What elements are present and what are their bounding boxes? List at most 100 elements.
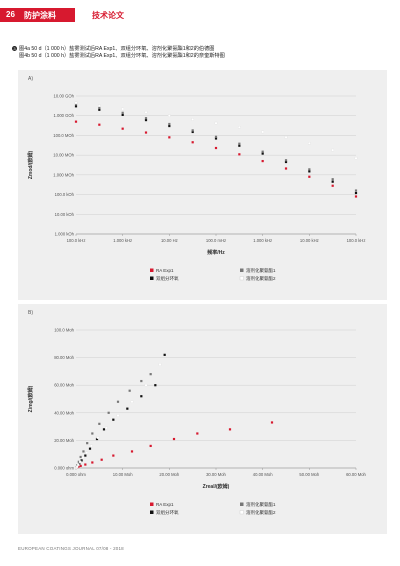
data-point-series-4 [168,114,171,117]
x-tick-label: 60.00 Moh [346,472,366,477]
caption-line-1: 图4a 50 d（1 000 h）盐雾测试后RA Exp1、双组分环氧、溶剂化聚… [19,46,215,52]
y-axis-label: Zimg/(欧姆) [27,385,34,412]
data-point-series-1 [74,120,78,123]
legend-swatch [150,502,154,506]
data-point-series-3 [261,150,264,153]
x-tick-label: 30.00 Moh [206,472,226,477]
data-point-series-2 [284,160,288,164]
data-point-series-3 [82,450,85,453]
data-point-series-2 [140,395,143,398]
data-point-series-4 [308,142,311,145]
y-tick-label: 10.00 MOh [53,153,74,158]
legend-swatch [239,510,244,515]
data-point-series-1 [84,463,87,466]
data-point-series-2 [102,428,106,431]
data-point-series-3 [168,122,171,126]
data-point-series-4 [331,148,334,152]
data-point-series-1 [191,141,194,144]
bode-plot-panel: A) 1.000 kOh 10.00 kOh 100.0 kOh 1.000 MOh 1… [18,70,387,300]
data-point-series-2 [214,137,218,140]
y-tick-label: 10.00 kOh [55,212,75,217]
x-tick-label: 40.00 Moh [253,472,273,477]
x-tick-label: 10.00 kHz [300,238,319,243]
data-point-series-3 [107,411,110,414]
data-point-series-3 [284,159,288,162]
data-point-series-3 [140,379,143,383]
data-point-series-4 [261,130,264,134]
x-tick-label: 0.000 ohm [66,472,86,477]
data-point-series-2 [154,384,157,387]
x-axis-label: Zreal/(欧姆) [203,483,230,490]
data-point-series-3 [128,389,131,392]
data-point-series-3 [214,135,218,138]
data-point-series-2 [74,105,78,108]
legend-label: RA Exp1 [156,502,174,507]
section-title: 防护涂料 [24,11,56,20]
data-point-series-1 [144,131,148,134]
page-number: 26 [6,10,15,19]
data-point-series-1 [130,450,134,453]
data-point-series-4 [96,436,100,439]
x-tick-label: 1.000 kHz [253,238,272,243]
data-point-series-1 [149,444,152,448]
caption-line-2: 图4b 50 d（1 000 h）盐雾测试后RA Exp1、双组分环氧、溶剂化聚… [19,53,225,59]
panel-label-a: A) [28,76,33,82]
data-point-series-3 [308,168,311,171]
x-tick-label: 1.000 kHz [113,238,132,243]
data-point-series-2 [168,124,171,128]
data-point-series-2 [261,152,264,155]
y-tick-label: 100.0 MOh [53,133,74,138]
data-point-series-2 [98,108,101,111]
data-point-series-1 [79,464,82,468]
data-point-series-1 [121,127,124,130]
legend-swatch [150,268,154,272]
data-point-series-1 [284,167,288,170]
data-point-series-1 [112,454,115,457]
x-axis-label: 频率/Hz [207,249,225,256]
y-axis-label: Zmod/(欧姆) [27,151,34,180]
page-header: 26 防护涂料 技术论文 [0,8,400,22]
data-point-series-1 [308,175,311,178]
data-point-series-1 [168,136,171,139]
legend-label: 溶剂化聚氨酯1 [246,267,276,274]
y-tick-label: 40.00 Moh [54,410,74,415]
legend-label: RA Exp1 [156,268,174,273]
data-point-series-2 [121,113,124,116]
data-point-series-1 [100,458,103,461]
data-point-series-2 [238,144,241,147]
y-tick-label: 100.0 Moh [54,328,74,333]
y-tick-label: 1.000 GOh [54,113,75,118]
data-point-series-4 [121,107,124,111]
nyquist-plot-panel: B) 0.000 ohm 20.00 Moh 40.00 Moh 60.00 Moh 8… [18,304,387,534]
data-point-series-3 [144,117,148,120]
y-tick-label: 1.000 MOh [53,172,74,177]
y-tick-label: 80.00 Moh [54,355,74,360]
data-point-series-2 [331,180,334,183]
data-point-series-4 [90,444,93,448]
legend-swatch [240,268,244,272]
data-point-series-3 [116,400,120,403]
data-point-series-1 [172,437,176,441]
kicker: 技术论文 [92,11,124,20]
data-point-series-2 [191,130,194,134]
figure-number-icon: 3 [12,46,17,52]
data-point-series-3 [91,432,94,435]
data-point-series-3 [191,129,194,132]
x-tick-label: 100.0 kHz [347,238,366,243]
data-point-series-1 [331,184,334,187]
data-point-series-2 [88,447,92,450]
panel-label-b: B) [28,310,33,316]
data-point-series-1 [228,428,232,431]
data-point-series-3 [238,142,241,145]
data-point-series-3 [86,442,89,445]
data-point-series-1 [354,195,358,198]
data-point-series-4 [284,136,288,139]
data-point-series-4 [75,465,79,468]
data-point-series-4 [191,118,194,121]
y-tick-label: 20.00 Moh [54,438,74,443]
data-point-series-2 [112,418,115,421]
data-point-series-3 [98,106,101,109]
data-point-series-4 [144,383,148,387]
data-point-series-4 [144,110,148,114]
legend-label: 溶剂化聚氨酯2 [246,275,276,282]
